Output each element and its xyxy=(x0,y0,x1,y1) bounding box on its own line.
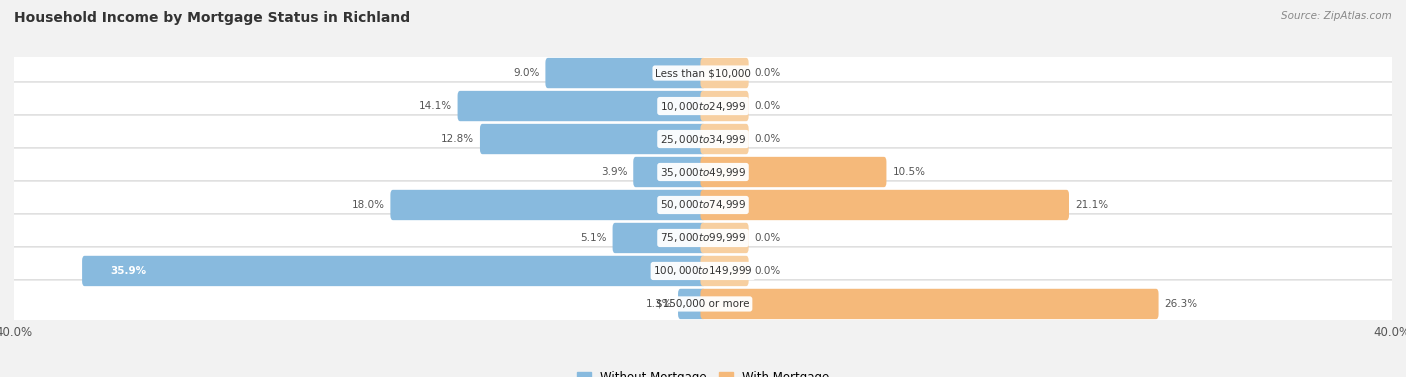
FancyBboxPatch shape xyxy=(700,256,748,286)
Text: $25,000 to $34,999: $25,000 to $34,999 xyxy=(659,133,747,146)
FancyBboxPatch shape xyxy=(678,289,706,319)
Text: 9.0%: 9.0% xyxy=(513,68,540,78)
FancyBboxPatch shape xyxy=(700,124,748,154)
Text: 35.9%: 35.9% xyxy=(111,266,146,276)
FancyBboxPatch shape xyxy=(8,280,1398,328)
Text: 0.0%: 0.0% xyxy=(755,101,780,111)
Text: Less than $10,000: Less than $10,000 xyxy=(655,68,751,78)
FancyBboxPatch shape xyxy=(700,58,748,88)
Text: 0.0%: 0.0% xyxy=(755,68,780,78)
FancyBboxPatch shape xyxy=(633,157,706,187)
FancyBboxPatch shape xyxy=(613,223,706,253)
Text: 21.1%: 21.1% xyxy=(1076,200,1108,210)
Text: Source: ZipAtlas.com: Source: ZipAtlas.com xyxy=(1281,11,1392,21)
Text: 12.8%: 12.8% xyxy=(441,134,474,144)
FancyBboxPatch shape xyxy=(82,256,706,286)
FancyBboxPatch shape xyxy=(8,82,1398,130)
FancyBboxPatch shape xyxy=(391,190,706,220)
Text: $75,000 to $99,999: $75,000 to $99,999 xyxy=(659,231,747,244)
Text: 1.3%: 1.3% xyxy=(645,299,672,309)
FancyBboxPatch shape xyxy=(700,190,1069,220)
Text: 0.0%: 0.0% xyxy=(755,134,780,144)
Text: 18.0%: 18.0% xyxy=(352,200,384,210)
FancyBboxPatch shape xyxy=(8,181,1398,229)
FancyBboxPatch shape xyxy=(700,223,748,253)
Text: $150,000 or more: $150,000 or more xyxy=(657,299,749,309)
Text: $35,000 to $49,999: $35,000 to $49,999 xyxy=(659,166,747,178)
Text: 14.1%: 14.1% xyxy=(419,101,451,111)
FancyBboxPatch shape xyxy=(546,58,706,88)
Text: Household Income by Mortgage Status in Richland: Household Income by Mortgage Status in R… xyxy=(14,11,411,25)
Text: $100,000 to $149,999: $100,000 to $149,999 xyxy=(654,265,752,277)
FancyBboxPatch shape xyxy=(8,148,1398,196)
Text: 10.5%: 10.5% xyxy=(893,167,925,177)
FancyBboxPatch shape xyxy=(8,115,1398,163)
FancyBboxPatch shape xyxy=(8,49,1398,97)
Text: $50,000 to $74,999: $50,000 to $74,999 xyxy=(659,199,747,211)
Text: 26.3%: 26.3% xyxy=(1164,299,1198,309)
Text: 0.0%: 0.0% xyxy=(755,233,780,243)
FancyBboxPatch shape xyxy=(457,91,706,121)
Text: $10,000 to $24,999: $10,000 to $24,999 xyxy=(659,100,747,112)
Text: 3.9%: 3.9% xyxy=(600,167,627,177)
FancyBboxPatch shape xyxy=(700,157,886,187)
Text: 5.1%: 5.1% xyxy=(581,233,606,243)
Legend: Without Mortgage, With Mortgage: Without Mortgage, With Mortgage xyxy=(572,366,834,377)
FancyBboxPatch shape xyxy=(700,91,748,121)
Text: 0.0%: 0.0% xyxy=(755,266,780,276)
FancyBboxPatch shape xyxy=(8,214,1398,262)
FancyBboxPatch shape xyxy=(8,247,1398,295)
FancyBboxPatch shape xyxy=(700,289,1159,319)
FancyBboxPatch shape xyxy=(479,124,706,154)
